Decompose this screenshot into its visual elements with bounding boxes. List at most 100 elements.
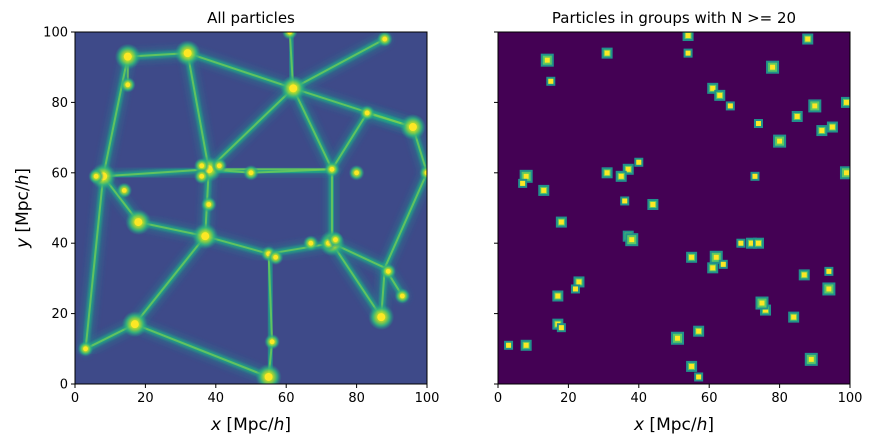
- filament-2-7: [137, 221, 333, 255]
- group-blob-core: [748, 240, 754, 246]
- group-blob-core: [829, 124, 835, 130]
- y-axis-label: y [Mpc/h]: [13, 168, 33, 249]
- group-blob-core: [555, 293, 561, 299]
- group-blob-core: [843, 99, 849, 105]
- halo-core: [199, 163, 205, 169]
- group-blob-core: [622, 198, 628, 204]
- halo-core: [382, 36, 388, 42]
- filament-2-0: [126, 52, 414, 128]
- halo-glow: [419, 165, 427, 181]
- group-blobs: [504, 32, 850, 382]
- filament-2-8: [331, 242, 383, 319]
- halo-core: [329, 166, 335, 172]
- group-blob-core: [685, 33, 691, 39]
- group-blob-core: [717, 92, 723, 98]
- y-tick-label: 40: [51, 237, 68, 252]
- group-blob-core: [544, 57, 550, 63]
- group-blob-core: [675, 335, 681, 341]
- group-blob-core: [755, 121, 761, 127]
- group-blob-core: [636, 159, 642, 165]
- halo-core: [377, 313, 386, 322]
- filament-2-11: [292, 38, 386, 90]
- x-tick-label: 60: [701, 391, 718, 406]
- halo-core: [269, 339, 275, 345]
- halo-core: [354, 170, 359, 176]
- group-blob-core: [770, 64, 776, 70]
- right-y-ticks: [494, 31, 498, 385]
- left-panel-title: All particles: [207, 9, 295, 27]
- group-blob-core: [826, 286, 832, 292]
- group-blob-core: [801, 272, 807, 278]
- x-tick-label: 60: [278, 391, 295, 406]
- group-blob-core: [558, 325, 564, 331]
- group-blob-core: [791, 314, 797, 320]
- halo-core: [206, 202, 212, 207]
- halo-core: [248, 170, 254, 176]
- x-tick-label: 0: [494, 391, 502, 406]
- left-y-ticks: 0 20 40 60 80 100: [43, 26, 75, 393]
- filament-2-5: [380, 126, 427, 319]
- group-blob-core: [650, 201, 656, 207]
- halo-core: [408, 123, 417, 132]
- group-blob-core: [710, 85, 716, 91]
- group-blob-core: [548, 78, 554, 84]
- group-blob-core: [826, 268, 832, 274]
- group-blob-core: [777, 138, 783, 144]
- group-blob-core: [689, 363, 695, 369]
- y-tick-label: 0: [60, 378, 68, 393]
- group-blob-core: [685, 50, 691, 56]
- x-tick-label: 20: [560, 391, 577, 406]
- halo-core: [289, 84, 298, 93]
- right-panel: Particles in groups with N >= 20 0 20 40 60…: [494, 9, 863, 435]
- group-blob-core: [689, 254, 695, 260]
- group-blob-core: [696, 374, 702, 380]
- left-x-ticks: 0 20 40 60 80 100: [71, 384, 439, 406]
- group-blob-core: [808, 356, 814, 362]
- halo-glow: [281, 32, 298, 40]
- group-blob-core: [763, 307, 769, 313]
- x-tick-label: 80: [348, 391, 365, 406]
- group-blob-core: [752, 173, 758, 179]
- halo-core: [308, 240, 314, 246]
- y-tick-label: 100: [43, 26, 68, 41]
- halo-core: [183, 49, 192, 58]
- group-blob-core: [710, 265, 716, 271]
- group-blob-core: [523, 342, 529, 348]
- group-blob-core: [720, 261, 726, 267]
- halo-core: [125, 82, 131, 88]
- group-blob-core: [794, 113, 800, 119]
- halo-core: [385, 268, 391, 274]
- group-blob-core: [625, 166, 631, 172]
- filament-2-3: [207, 87, 295, 171]
- left-x-axis-label: x [Mpc/h]: [210, 415, 291, 435]
- halo-core: [130, 320, 139, 329]
- group-blob-core: [604, 50, 610, 56]
- group-blob-core: [696, 328, 702, 334]
- right-panel-title: Particles in groups with N >= 20: [552, 9, 796, 27]
- y-tick-label: 20: [51, 307, 68, 322]
- left-axes-frame: [74, 31, 428, 385]
- x-tick-label: 80: [771, 391, 788, 406]
- halo-core: [273, 254, 279, 260]
- group-blob-core: [843, 170, 849, 176]
- group-blob-core: [604, 170, 610, 176]
- right-axes-frame: [497, 31, 851, 385]
- y-tick-label: 60: [51, 166, 68, 181]
- x-tick-label: 0: [71, 391, 79, 406]
- group-blob-core: [576, 279, 582, 285]
- halo-core: [121, 188, 127, 193]
- halo-core: [123, 52, 132, 61]
- halo-core: [264, 372, 273, 381]
- halo-core: [399, 293, 405, 299]
- halo-core: [201, 232, 210, 241]
- left-panel: All particles 0 20 40 60 80 100 020406080100 …: [13, 9, 439, 435]
- group-blob-core: [523, 173, 529, 179]
- x-tick-label: 20: [137, 391, 154, 406]
- group-blob-core: [629, 237, 635, 243]
- right-x-ticks: 0 20 40 60 80 100: [494, 384, 863, 406]
- group-blob-core: [541, 187, 547, 193]
- x-tick-label: 100: [838, 391, 863, 406]
- halo-core: [83, 346, 88, 352]
- halo-core: [424, 170, 427, 176]
